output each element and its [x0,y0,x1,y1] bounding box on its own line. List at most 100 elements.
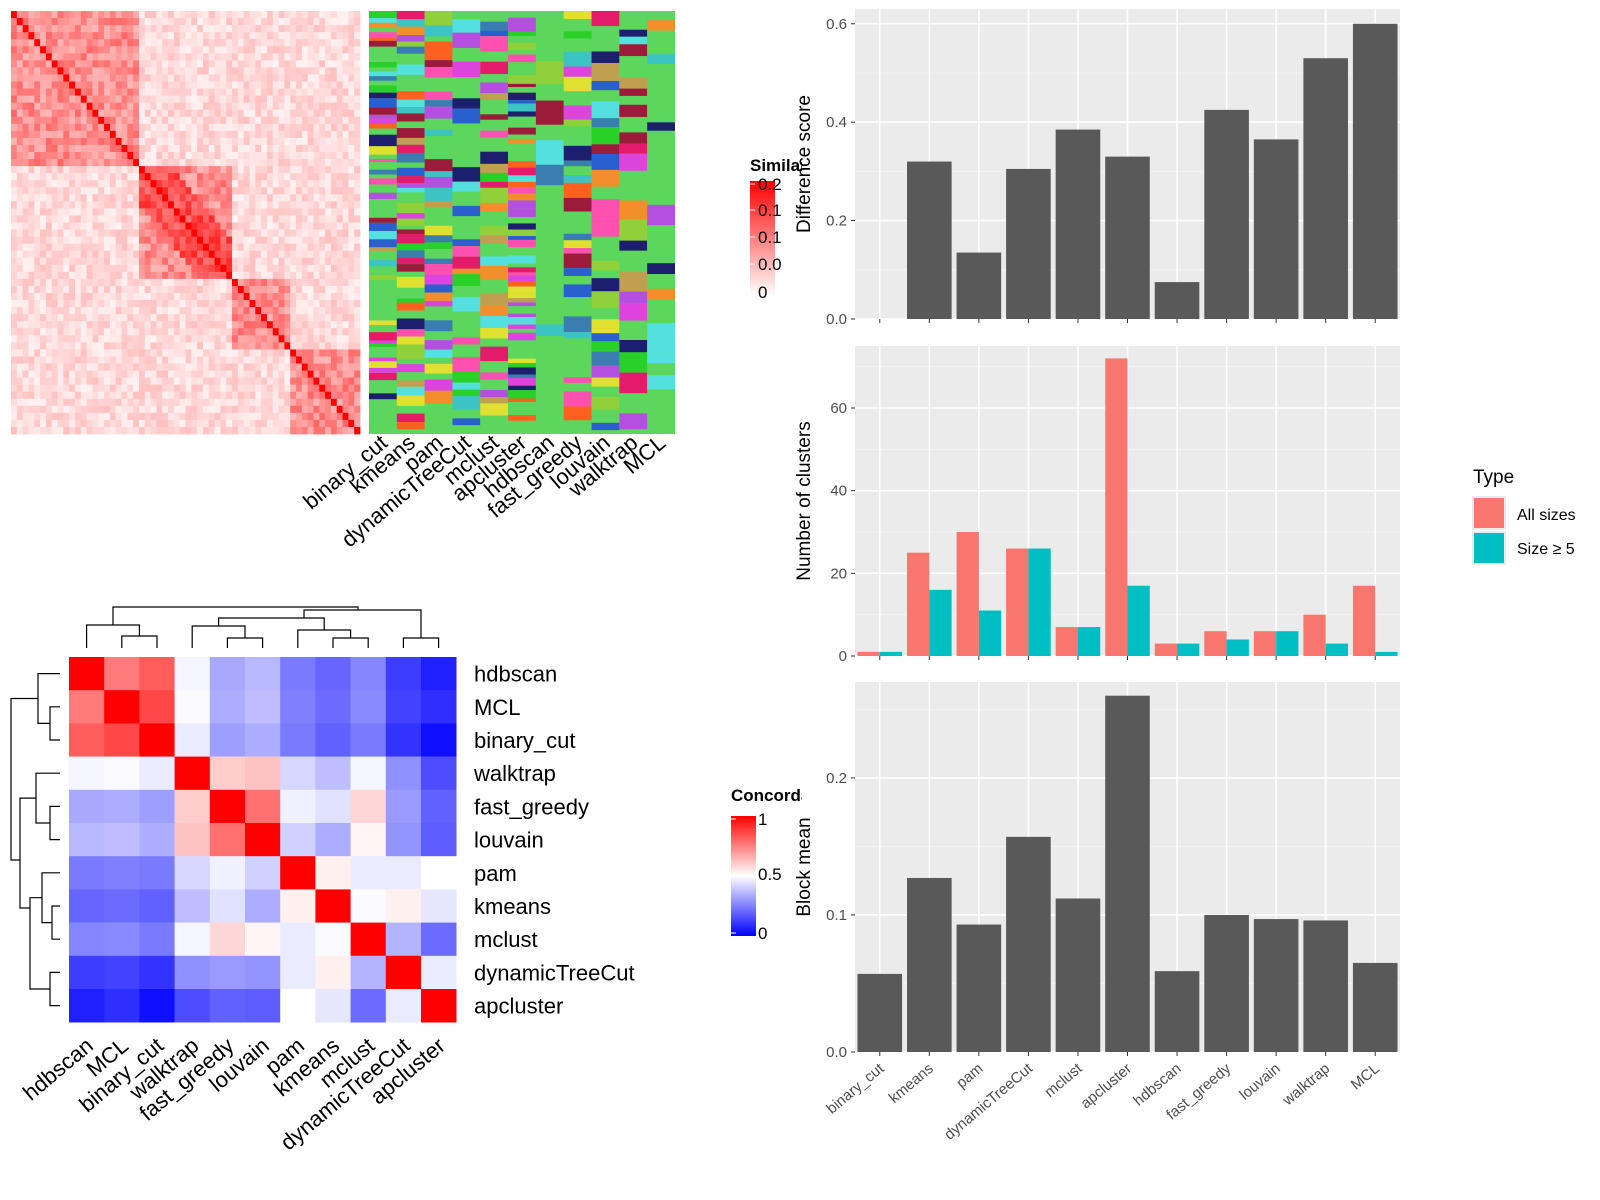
similarity-cell [40,11,47,19]
similarity-cell [249,159,256,167]
similarity-cell [336,293,343,301]
similarity-cell [150,46,157,54]
similarity-cell [22,208,29,216]
similarity-cell [307,363,314,371]
cluster-assignment-segment [396,243,425,251]
similarity-cell [272,250,279,259]
similarity-cell [336,102,343,111]
similarity-cell [28,201,35,209]
similarity-cell [197,109,204,118]
concordance-cell-walktrap-mclust [350,756,387,791]
similarity-cell [144,53,151,61]
similarity-cell [266,215,274,223]
similarity-cell [11,405,18,414]
cluster-assignment-segment [508,208,536,217]
similarity-cell [354,293,361,301]
concordance-cell-fast_greedy-fast_greedy [209,789,246,824]
similarity-cell [342,25,349,33]
similarity-cell [226,222,233,230]
similarity-cell [144,426,151,435]
similarity-cell [133,370,140,378]
similarity-cell [301,130,309,139]
similarity-cell [243,102,250,111]
cluster-assignment-segment [508,92,536,101]
cluster-assignment-segment [647,322,675,340]
similarity-cell [22,88,29,96]
similarity-cell [330,363,338,371]
similarity-cell [284,166,291,174]
similarity-cell [261,229,268,237]
cluster-assignment-segment [480,315,509,329]
similarity-cell [185,102,192,111]
similarity-cell [179,88,186,96]
similarity-cell [272,18,279,26]
similarity-cell [232,257,239,266]
similarity-cell [179,278,186,287]
similarity-cell [301,102,309,111]
similarity-cell [16,335,24,343]
similarity-cell [185,222,192,230]
cluster-assignment-segment [369,357,397,362]
similarity-cell [162,426,169,435]
similarity-cell [133,187,140,195]
similarity-cell [237,250,245,259]
similarity-cell [232,391,239,400]
similarity-cell [63,328,70,336]
similarity-cell [191,412,198,421]
similarity-cell [22,11,29,19]
concordance-cell-walktrap-kmeans [315,756,351,791]
similarity-cell [232,18,239,26]
similarity-cell [63,405,70,414]
similarity-cell [226,307,233,315]
row-dendrogram-branch [29,897,50,990]
similarity-cell [92,11,99,19]
similarity-cell [191,201,198,209]
similarity-cell [237,81,245,89]
similarity-cell [214,194,221,202]
similarity-cell [86,60,93,68]
similarity-cell [121,74,128,82]
similarity-cell [237,25,245,33]
similarity-cell [168,229,175,237]
similarity-cell [104,25,111,33]
cluster-assignment-segment [508,24,536,32]
similarity-cell [45,173,53,181]
similarity-cell [173,53,181,61]
similarity-cell [86,201,93,209]
similarity-cell [290,102,297,111]
similarity-cell [162,412,169,421]
similarity-cell [11,194,18,202]
similarity-cell [354,81,361,89]
similarity-cell [22,25,29,33]
cluster-assignment-segment [424,379,453,391]
similarity-cell [313,39,320,47]
similarity-cell [296,39,303,47]
similarity-cell [226,342,233,350]
similarity-cell [348,293,355,301]
similarity-cell [98,236,105,245]
similarity-cell [98,95,105,104]
similarity-cell [34,88,41,96]
similarity-cell [336,194,343,202]
similarity-cell [16,384,24,393]
similarity-cell [63,285,70,294]
cluster-assignment-segment [535,312,564,325]
similarity-cell [226,321,233,329]
similarity-cell [86,405,93,414]
similarity-cell [138,152,146,160]
cluster-assignment-segment [369,288,397,292]
similarity-cell [162,32,169,40]
similarity-cell [197,208,204,216]
similarity-cell [121,398,128,407]
similarity-cell [156,243,163,252]
cluster-assignment-segment [508,127,536,135]
similarity-cell [325,187,332,195]
similarity-cell [86,25,93,33]
similarity-cell [16,109,24,118]
concordance-cell-binary_cut-mclust [350,723,387,757]
similarity-cell [330,384,338,393]
similarity-cell [22,391,29,400]
similarity-cell [80,18,88,26]
similarity-cell [11,81,18,89]
cluster-assignment-segment [396,19,425,27]
